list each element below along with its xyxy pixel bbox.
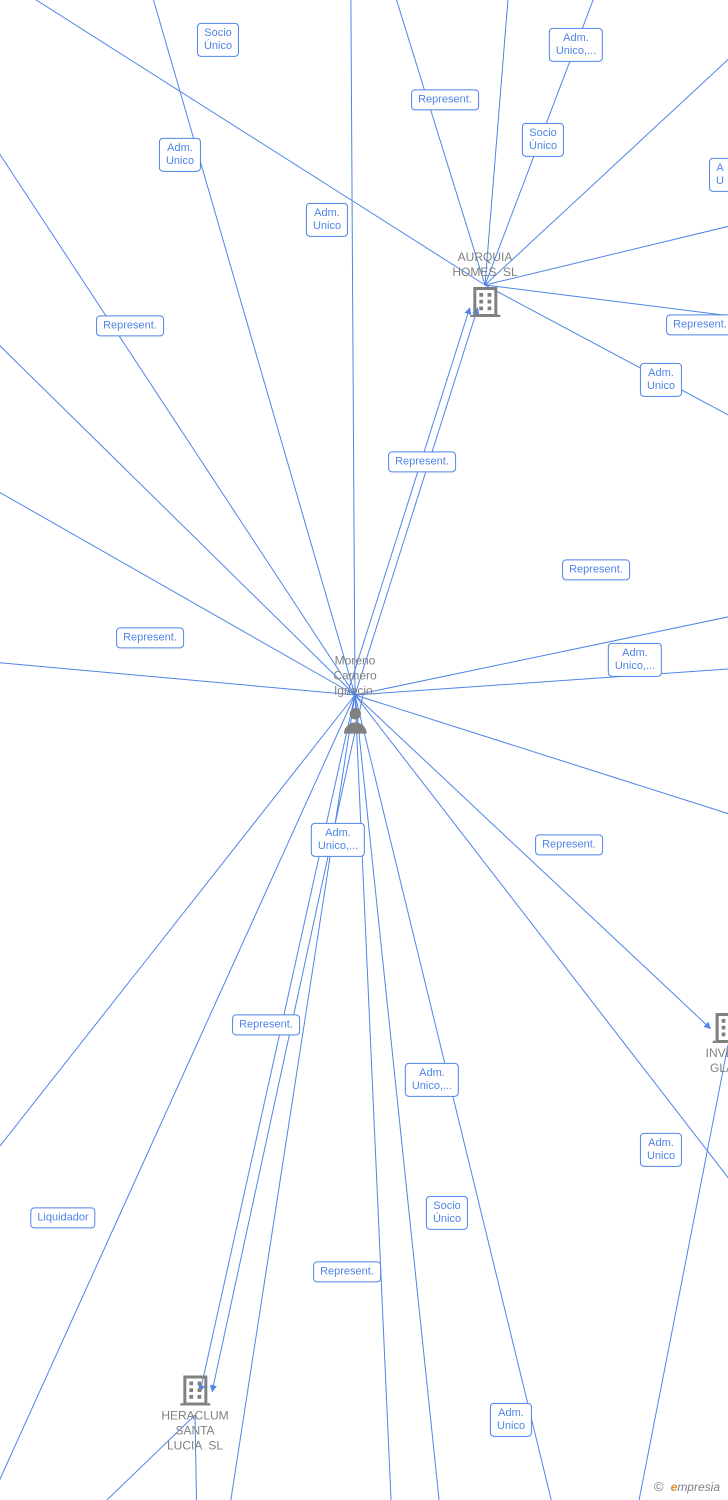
edge-label: Represent. [388, 451, 456, 472]
edge-label: Represent. [666, 314, 728, 335]
copyright-symbol: © [654, 1479, 664, 1494]
edge-label: Adm.Unico [640, 1133, 682, 1167]
node-label: HERACLUMSANTALUCIA SL [161, 1409, 228, 1454]
edge [350, 0, 485, 285]
edge-label: Represent. [116, 627, 184, 648]
edge [355, 695, 400, 1500]
edge-label: Adm.Unico [490, 1403, 532, 1437]
edge-label: Represent. [535, 834, 603, 855]
edge-label: Adm.Unico,... [405, 1063, 459, 1097]
edge-label: AU [709, 158, 728, 192]
node-center[interactable]: MorenoCarneroIgnacio. [333, 654, 376, 737]
edge-label: SocioÚnico [426, 1196, 468, 1230]
edge-label: Represent. [313, 1261, 381, 1282]
building-icon [467, 284, 503, 320]
edge [347, 308, 470, 695]
edge [355, 308, 478, 695]
node-aurquia[interactable]: AURQUIAHOMES SL [452, 250, 517, 320]
node-label: INVERSGLACI [706, 1046, 728, 1076]
edge [355, 560, 728, 695]
edge-label: Adm.Unico,... [311, 823, 365, 857]
edge-label: SocioÚnico [522, 123, 564, 157]
edge [0, 0, 485, 285]
building-icon [710, 1010, 728, 1046]
edge-label: Represent. [232, 1014, 300, 1035]
edge-label: Adm.Unico,... [549, 28, 603, 62]
node-invers[interactable]: INVERSGLACI [706, 1010, 728, 1080]
edge [0, 695, 355, 1400]
edge [355, 695, 460, 1500]
edge [110, 0, 355, 695]
edge [485, 0, 520, 285]
edge-label: Adm.Unico [159, 138, 201, 172]
edge-label: Liquidador [30, 1207, 95, 1228]
edge [200, 695, 355, 1392]
edge-label: SocioÚnico [197, 23, 239, 57]
node-label: MorenoCarneroIgnacio. [333, 654, 376, 699]
node-label: AURQUIAHOMES SL [452, 250, 517, 280]
edge [212, 695, 363, 1392]
edge-label: Represent. [562, 559, 630, 580]
edge [355, 695, 710, 1029]
edge [350, 0, 355, 695]
edge [600, 1045, 728, 1500]
node-heraclum[interactable]: HERACLUMSANTALUCIA SL [161, 1373, 228, 1458]
building-icon [177, 1373, 213, 1409]
edge-label: Adm.Unico [306, 203, 348, 237]
edge [0, 0, 355, 695]
edge-label: Represent. [96, 315, 164, 336]
edge [355, 695, 728, 1400]
edge [355, 695, 600, 1500]
brand-rest: mpresia [677, 1480, 720, 1494]
edge [485, 185, 728, 285]
edge-label: Adm.Unico [640, 363, 682, 397]
person-icon [338, 703, 372, 737]
edge [0, 100, 355, 695]
watermark: © empresia [654, 1479, 720, 1494]
edge [355, 695, 728, 900]
edge-label: Adm.Unico,... [608, 643, 662, 677]
edge-label: Represent. [411, 89, 479, 110]
edge [355, 650, 728, 695]
